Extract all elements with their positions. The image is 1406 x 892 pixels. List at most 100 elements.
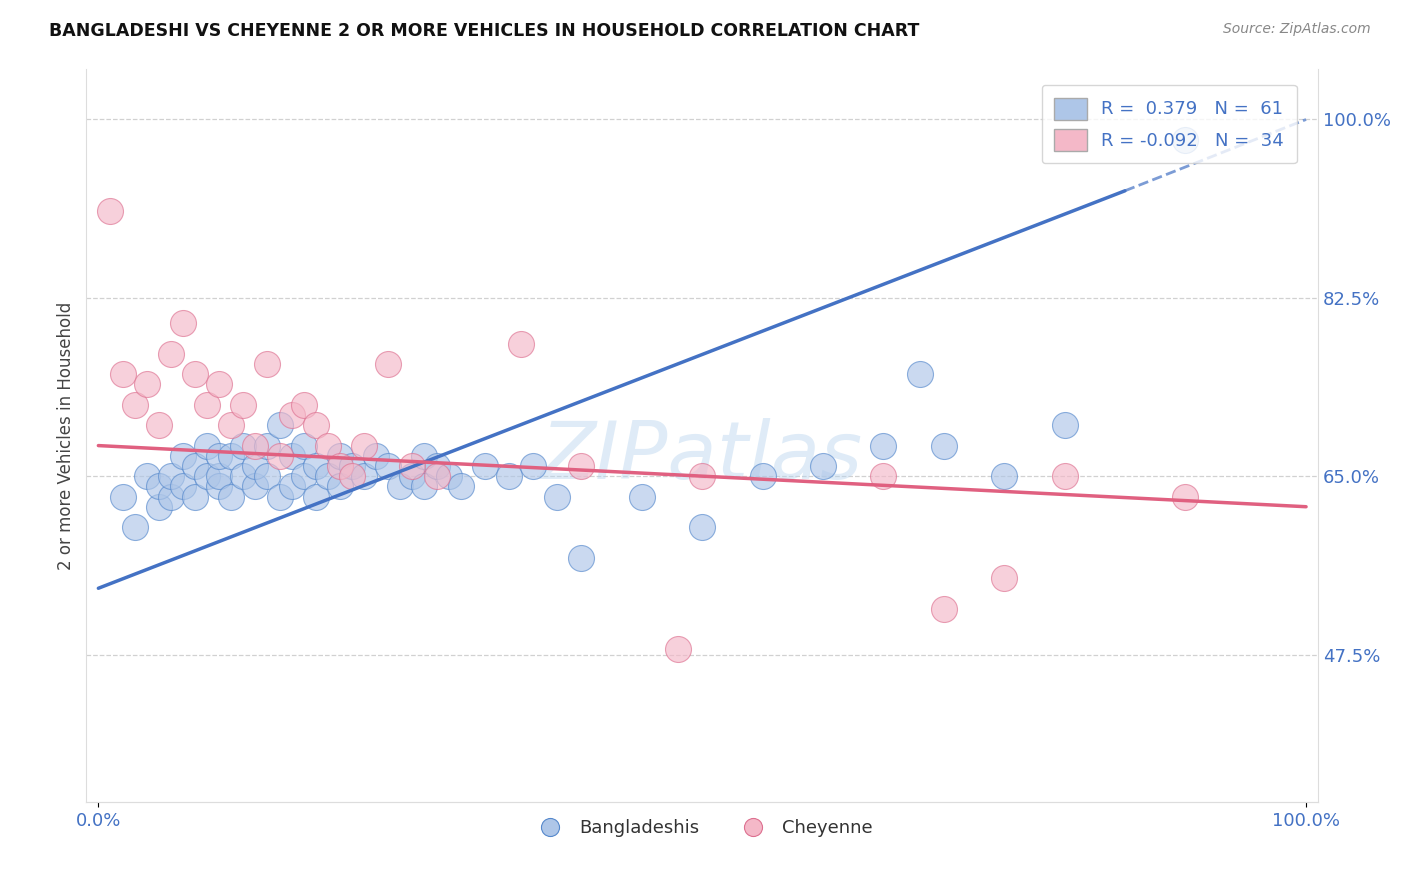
Point [908, 368, 931, 382]
Point [1174, 490, 1197, 504]
Point [1174, 133, 1197, 147]
Point [340, 469, 363, 483]
Point [195, 398, 218, 412]
Point [135, 377, 157, 392]
Point [256, 357, 278, 371]
Point [160, 490, 183, 504]
Point [208, 469, 231, 483]
Point [316, 469, 339, 483]
Point [571, 550, 593, 565]
Point [160, 469, 183, 483]
Point [377, 458, 399, 473]
Point [1053, 469, 1076, 483]
Point [208, 479, 231, 493]
Y-axis label: 2 or more Vehicles in Household: 2 or more Vehicles in Household [58, 301, 75, 569]
Point [366, 449, 388, 463]
Point [172, 316, 194, 330]
Point [1053, 418, 1076, 433]
Point [474, 458, 496, 473]
Point [401, 469, 423, 483]
Point [353, 469, 375, 483]
Point [184, 490, 207, 504]
Point [498, 469, 520, 483]
Point [148, 500, 170, 514]
Point [571, 458, 593, 473]
Point [184, 458, 207, 473]
Point [208, 377, 231, 392]
Point [932, 601, 955, 615]
Point [993, 571, 1015, 585]
Point [184, 368, 207, 382]
Point [413, 449, 436, 463]
Point [195, 439, 218, 453]
Point [280, 408, 302, 422]
Point [305, 418, 328, 433]
Point [340, 458, 363, 473]
Point [219, 418, 242, 433]
Point [437, 469, 460, 483]
Point [450, 479, 472, 493]
Point [425, 469, 447, 483]
Point [100, 204, 122, 219]
Point [292, 469, 315, 483]
Point [232, 398, 254, 412]
Point [124, 520, 146, 534]
Point [329, 458, 352, 473]
Point [401, 458, 423, 473]
Point [546, 490, 568, 504]
Point [510, 336, 533, 351]
Point [160, 347, 183, 361]
Point [751, 469, 773, 483]
Point [353, 439, 375, 453]
Point [413, 479, 436, 493]
Point [993, 469, 1015, 483]
Point [329, 449, 352, 463]
Text: ZIPatlas: ZIPatlas [541, 418, 863, 497]
Point [690, 520, 713, 534]
Point [280, 449, 302, 463]
Point [245, 479, 267, 493]
Point [245, 439, 267, 453]
Point [316, 439, 339, 453]
Point [208, 449, 231, 463]
Point [219, 490, 242, 504]
Point [280, 479, 302, 493]
Text: BANGLADESHI VS CHEYENNE 2 OR MORE VEHICLES IN HOUSEHOLD CORRELATION CHART: BANGLADESHI VS CHEYENNE 2 OR MORE VEHICL… [49, 22, 920, 40]
Point [872, 439, 894, 453]
Point [135, 469, 157, 483]
Text: Source: ZipAtlas.com: Source: ZipAtlas.com [1223, 22, 1371, 37]
Point [389, 479, 412, 493]
Point [269, 418, 291, 433]
Point [148, 418, 170, 433]
Point [377, 357, 399, 371]
Point [245, 458, 267, 473]
Point [305, 458, 328, 473]
Point [232, 439, 254, 453]
Point [124, 398, 146, 412]
Point [811, 458, 834, 473]
Point [425, 458, 447, 473]
Point [111, 368, 134, 382]
Point [232, 469, 254, 483]
Point [630, 490, 652, 504]
Point [256, 439, 278, 453]
Point [172, 449, 194, 463]
Point [172, 479, 194, 493]
Point [305, 490, 328, 504]
Point [148, 479, 170, 493]
Point [195, 469, 218, 483]
Point [269, 449, 291, 463]
Point [292, 439, 315, 453]
Point [219, 449, 242, 463]
Point [111, 490, 134, 504]
Point [329, 479, 352, 493]
Point [872, 469, 894, 483]
Point [522, 458, 544, 473]
Point [292, 398, 315, 412]
Point [932, 439, 955, 453]
Point [666, 642, 689, 657]
Legend: Bangladeshis, Cheyenne: Bangladeshis, Cheyenne [524, 812, 880, 845]
Point [256, 469, 278, 483]
Point [690, 469, 713, 483]
Point [269, 490, 291, 504]
